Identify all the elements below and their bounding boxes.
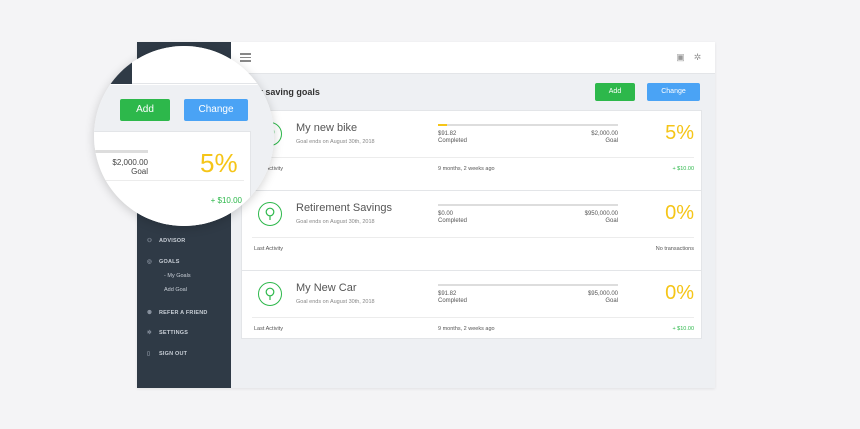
add-button[interactable]: Add	[595, 83, 635, 101]
goal-name: Retirement Savings	[296, 202, 392, 214]
activity-value: + $10.00	[210, 196, 242, 205]
completed-amount: $0.00 Completed	[438, 211, 468, 224]
completed-amount: $91.82 Completed	[438, 131, 468, 144]
top-bar	[132, 46, 274, 84]
change-button[interactable]: Change	[647, 83, 700, 101]
goal-percent: 5%	[665, 122, 694, 144]
calendar-icon[interactable]	[256, 68, 266, 77]
goal-progress-bar	[438, 124, 618, 126]
divider	[252, 237, 694, 238]
magnifier-lens: Add Change $2,000.00 Goal 5% + $10.00	[94, 46, 274, 226]
sidebar-item-label: SETTINGS	[159, 330, 189, 336]
divider	[242, 190, 701, 191]
goal-percent: 0%	[665, 282, 694, 304]
sidebar-subitem-my-goals[interactable]: - My Goals	[164, 273, 191, 279]
goal-card[interactable]: My New Car Goal ends on August 30th, 201…	[242, 271, 701, 351]
goal-progress-fill	[438, 124, 447, 126]
page-title: Your saving goals	[243, 87, 320, 97]
activity-value: No transactions	[655, 246, 694, 252]
divider	[242, 270, 701, 271]
top-bar: ▣ ✲	[231, 42, 715, 74]
goal-progress-bar	[94, 150, 148, 153]
divider	[252, 317, 694, 318]
sidebar-item-refer[interactable]: ⚉ REFER A FRIEND	[147, 310, 208, 316]
activity-value: + $10.00	[672, 166, 694, 172]
sidebar	[94, 46, 132, 84]
goal-name: My New Car	[296, 282, 357, 294]
goals-list: My new bike Goal ends on August 30th, 20…	[241, 110, 702, 339]
goal-card[interactable]: Retirement Savings Goal ends on August 3…	[242, 191, 701, 271]
friends-icon: ⚉	[147, 310, 153, 316]
goal-end-date: Goal ends on August 30th, 2018	[296, 219, 375, 225]
sidebar-item-label: GOALS	[159, 259, 180, 265]
completed-amount: $91.82 Completed	[438, 291, 468, 304]
activity-label: Last Activity	[254, 326, 284, 332]
calendar-icon[interactable]: ▣	[676, 52, 685, 62]
sidebar-item-settings[interactable]: ✲ SETTINGS	[147, 330, 188, 336]
goal-amount: $2,000.00 Goal	[112, 158, 148, 176]
gear-icon[interactable]: ✲	[693, 52, 702, 62]
goal-name: My new bike	[296, 122, 358, 134]
goal-card[interactable]: My new bike Goal ends on August 30th, 20…	[242, 111, 701, 191]
add-button[interactable]: Add	[120, 99, 170, 121]
main-content: ▣ ✲ Your saving goals Add Change My new …	[231, 42, 715, 388]
goal-percent: 0%	[665, 202, 694, 224]
activity-time: 9 months, 2 weeks ago	[438, 326, 495, 332]
goal-amount: $2,000.00 Goal	[591, 131, 618, 144]
sidebar-subitem-add-goal[interactable]: Add Goal	[164, 287, 187, 293]
goal-progress-bar	[438, 204, 618, 206]
goal-amount: $950,000.00 Goal	[584, 211, 618, 224]
activity-time: 9 months, 2 weeks ago	[438, 166, 495, 172]
goal-end-date: Goal ends on August 30th, 2018	[296, 299, 375, 305]
gear-icon: ✲	[147, 330, 152, 336]
goal-progress-bar	[438, 284, 618, 286]
activity-value: + $10.00	[672, 326, 694, 332]
sidebar-item-goals[interactable]: ◎ GOALS	[147, 259, 180, 265]
goal-amount: $95,000.00 Goal	[587, 291, 618, 304]
goal-card: $2,000.00 Goal 5% + $10.00	[94, 131, 251, 226]
sidebar-item-signout[interactable]: ▯ SIGN OUT	[147, 351, 187, 357]
goal-end-date: Goal ends on August 30th, 2018	[296, 139, 375, 145]
sidebar-item-label: REFER A FRIEND	[159, 310, 208, 316]
sidebar-item-label: ADVISOR	[159, 238, 186, 244]
goal-percent: 5%	[200, 148, 238, 178]
sidebar-item-label: SIGN OUT	[159, 351, 188, 357]
activity-label: Last Activity	[254, 246, 284, 252]
sidebar-item-advisor[interactable]: ⚇ ADVISOR	[147, 238, 185, 244]
change-button[interactable]: Change	[184, 99, 248, 121]
pin-icon	[258, 282, 282, 306]
divider	[252, 157, 694, 158]
divider	[94, 180, 244, 181]
goals-icon: ◎	[147, 259, 152, 265]
advisor-icon: ⚇	[147, 238, 153, 244]
magnified-content: Add Change $2,000.00 Goal 5% + $10.00	[94, 85, 274, 226]
door-icon: ▯	[147, 351, 151, 357]
